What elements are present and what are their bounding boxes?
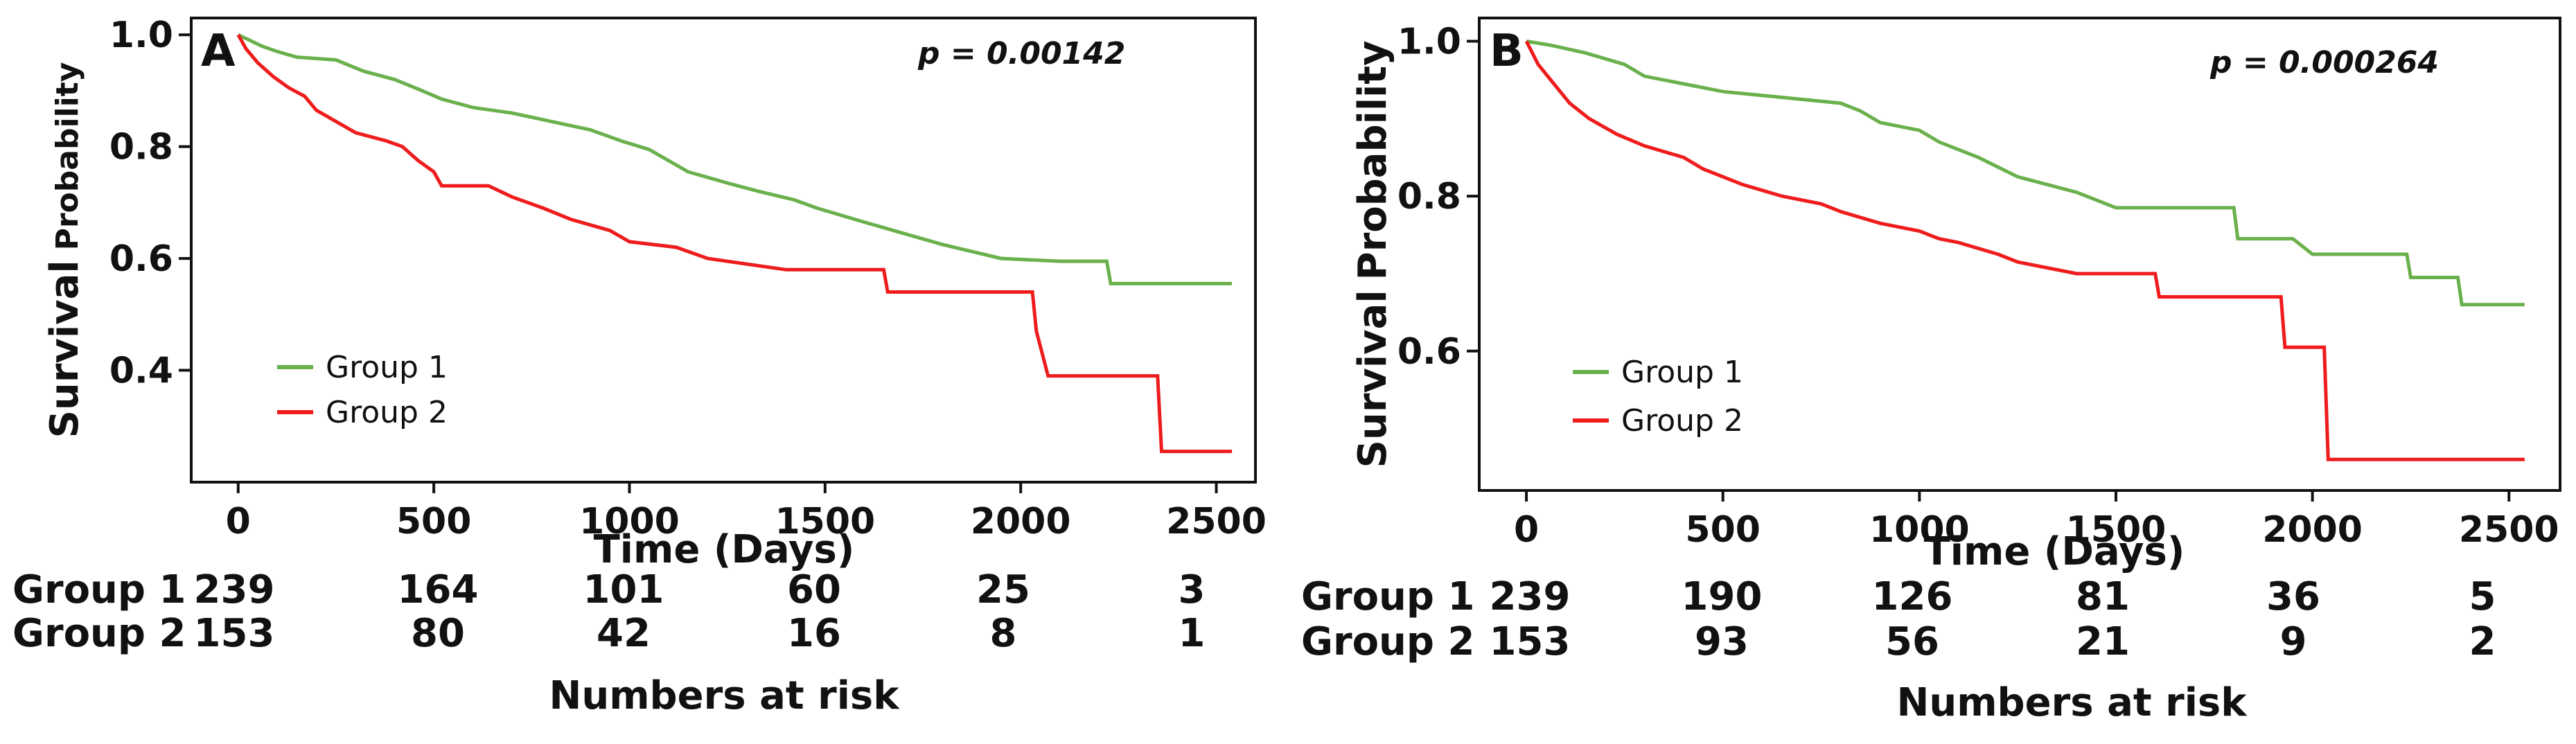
panel-a-panel-letter: A	[201, 26, 236, 77]
panel-a-risk-value: 8	[990, 611, 1017, 656]
panel-b-legend-label-group-2: Group 2	[1621, 403, 1743, 439]
panel-a-series-line-group-1	[237, 33, 1233, 285]
panel-a-x-tick-label: 2500	[1166, 501, 1267, 542]
panel-a-plot-frame	[190, 17, 1257, 484]
panel-a-risk-table-title: Numbers at risk	[549, 673, 900, 718]
panel-a-x-axis-title: Time (Days)	[594, 527, 855, 572]
panel-a-risk-value: 25	[976, 567, 1030, 612]
panel-b-risk-table-title: Numbers at risk	[1896, 680, 2248, 725]
panel-a-x-tick-label: 500	[396, 501, 472, 542]
panel-b-x-tick-label: 0	[1514, 509, 1539, 551]
panel-b-x-tick-label: 1500	[2066, 509, 2167, 551]
panel-b-x-tick-label: 500	[1685, 509, 1761, 551]
panel-b-y-tick-label: 0.8	[1397, 176, 1461, 218]
panel-b-risk-value: 126	[1872, 574, 1953, 619]
panel-a-x-tick-label: 2000	[971, 501, 1071, 542]
panel-b-risk-value: 2	[2469, 619, 2496, 664]
panel-b-p-value: p = 0.000264	[2209, 45, 2439, 80]
panel-a-risk-value: 1	[1179, 611, 1206, 656]
panel-a-x-tick-label: 1000	[579, 501, 680, 542]
panel-a-y-axis-title-main: Survival	[42, 260, 87, 438]
panel-a-risk-value: 42	[597, 611, 651, 656]
panel-b-x-tick-label: 2500	[2459, 509, 2559, 551]
panel-a-legend-label-group-2: Group 2	[326, 395, 448, 430]
panel-a-y-tick-label: 0.4	[109, 351, 173, 392]
panel-a-risk-value: 239	[194, 567, 275, 612]
panel-b-series-line-group-2	[1524, 40, 2525, 461]
panel-b-risk-value: 153	[1490, 619, 1571, 664]
panel-b-y-axis-title: Survival Probability	[1350, 41, 1395, 468]
panel-a-y-axis-title-small: Probability	[50, 62, 85, 251]
panel-a-y-axis-title: Survival Probability	[42, 62, 87, 439]
panel-a-risk-value: 80	[411, 611, 465, 656]
panel-b-y-tick-label: 0.6	[1397, 331, 1461, 373]
panel-b-y-axis-title-small: Probability	[1350, 41, 1395, 281]
panel-b-panel-letter: B	[1490, 26, 1524, 77]
panel-b-y-axis-title-main: Survival	[1350, 290, 1395, 468]
panel-b-y-tick-label: 1.0	[1397, 21, 1461, 63]
panel-a-risk-row-label-1: Group 1	[12, 567, 186, 612]
panel-b-risk-value: 9	[2280, 619, 2307, 664]
panel-a-risk-value: 164	[398, 567, 479, 612]
panel-b-plot-frame	[1478, 17, 2561, 492]
panel-b-risk-value: 36	[2266, 574, 2320, 619]
panel-b-legend-label-group-1: Group 1	[1621, 355, 1743, 390]
panel-a-y-tick-label: 1.0	[109, 15, 173, 56]
panel-a-risk-value: 60	[787, 567, 841, 612]
panel-b-x-tick-label: 2000	[2262, 509, 2363, 551]
panel-b-series-line-group-1	[1526, 39, 2525, 307]
panel-a-series-line-group-2	[236, 33, 1233, 454]
panel-b-risk-value: 93	[1695, 619, 1749, 664]
panel-b-risk-value: 5	[2469, 574, 2496, 619]
panel-a-y-tick-label: 0.6	[109, 238, 173, 280]
panel-a-risk-value: 101	[583, 567, 664, 612]
panel-a-x-tick-label: 1500	[775, 501, 875, 542]
panel-a-risk-row-label-2: Group 2	[12, 611, 186, 656]
panel-b-risk-value: 239	[1490, 574, 1571, 619]
panel-b-risk-row-label-2: Group 2	[1301, 619, 1474, 664]
panel-b-risk-value: 190	[1682, 574, 1763, 619]
panel-b-risk-value: 81	[2076, 574, 2130, 619]
panel-b-risk-value: 21	[2076, 619, 2130, 664]
panel-a-y-tick-label: 0.8	[109, 127, 173, 168]
panel-b-x-tick-label: 1000	[1869, 509, 1970, 551]
panel-a-x-tick-label: 0	[226, 501, 251, 542]
panel-b-risk-value: 56	[1885, 619, 1939, 664]
panel-a-risk-value: 16	[787, 611, 841, 656]
panel-a-risk-value: 153	[194, 611, 275, 656]
panel-b-risk-row-label-1: Group 1	[1301, 574, 1474, 619]
panel-a-risk-value: 3	[1179, 567, 1206, 612]
panel-b-x-axis-title: Time (Days)	[1924, 529, 2185, 574]
panel-a-p-value: p = 0.00142	[917, 36, 1125, 71]
panel-a-legend-label-group-1: Group 1	[326, 350, 448, 385]
